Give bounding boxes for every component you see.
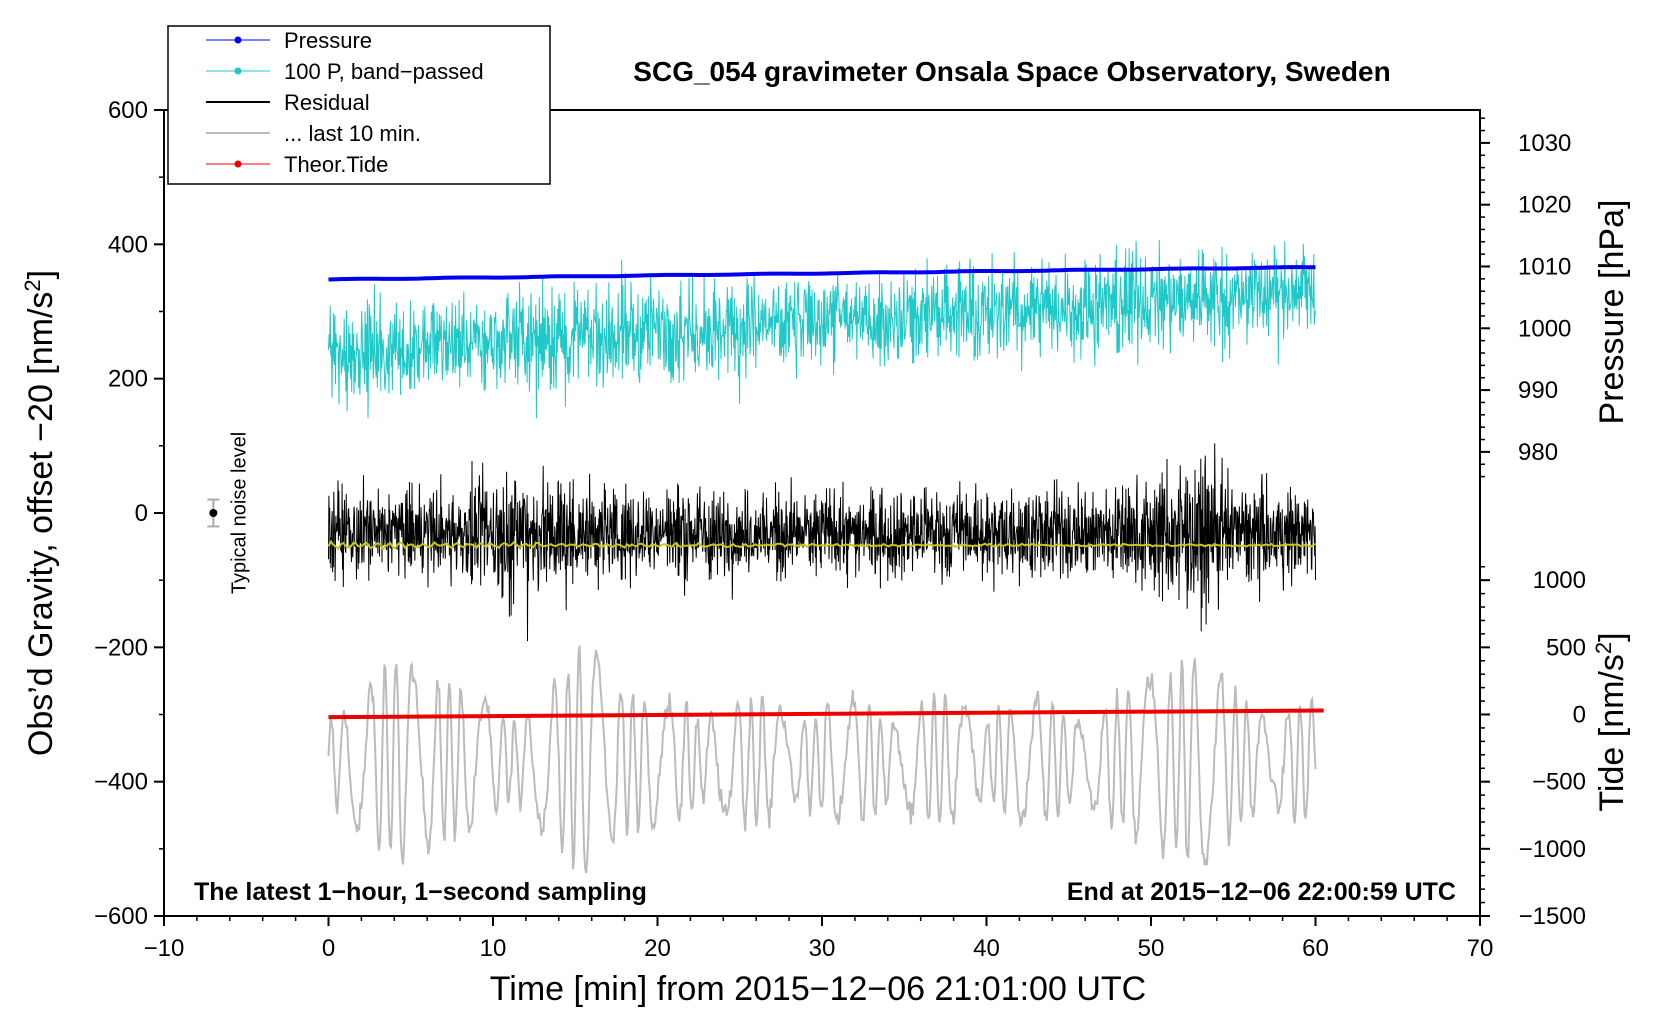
tide-tick-label: 0	[1573, 702, 1586, 729]
series-theor-tide	[328, 708, 1324, 720]
x-tick-label: 70	[1467, 935, 1494, 962]
y-tick-label: 200	[108, 366, 148, 393]
legend-marker-pressure	[234, 36, 242, 44]
legend-item-tide: Theor.Tide	[206, 152, 388, 177]
noise-label: Typical noise level	[228, 432, 250, 594]
series-layer	[327, 239, 1324, 874]
legend-marker-tide	[234, 160, 242, 168]
x-tick-label: 50	[1138, 935, 1165, 962]
series-pressure	[328, 265, 1316, 282]
y-axis-label-left: Obs’d Gravity, offset −20 [nm/s2]	[20, 270, 60, 756]
tide-tick-label: −1500	[1519, 903, 1586, 930]
y-axis-label-pressure: Pressure [hPa]	[1593, 200, 1631, 425]
series-residual-smoothed	[327, 539, 1316, 551]
x-tick-label: 30	[809, 935, 836, 962]
x-tick-label: −10	[144, 935, 185, 962]
noise-indicator: Typical noise level	[207, 432, 250, 594]
series-residual	[328, 443, 1316, 642]
y-tick-label: 400	[108, 231, 148, 258]
x-tick-label: 20	[644, 935, 671, 962]
x-tick-label: 60	[1302, 935, 1329, 962]
chart-title: SCG_054 gravimeter Onsala Space Observat…	[633, 56, 1390, 87]
y-axis-label-tide: Tide [nm/s2]	[1591, 632, 1631, 811]
x-tick-label: 0	[322, 935, 335, 962]
y-tick-label: 0	[135, 500, 148, 527]
legend-marker-bandpassed	[234, 67, 242, 75]
x-tick-label: 10	[480, 935, 507, 962]
series-last-10-min	[327, 645, 1317, 874]
legend-box	[167, 25, 551, 185]
tide-tick-label: 500	[1546, 634, 1586, 661]
legend-label-pressure: Pressure	[284, 28, 372, 53]
legend-item-pressure: Pressure	[206, 28, 372, 53]
annotation-right: End at 2015−12−06 22:00:59 UTC	[1067, 878, 1456, 906]
pressure-tick-label: 1000	[1518, 315, 1571, 342]
legend-label-tide: Theor.Tide	[284, 152, 388, 177]
x-axis-label: Time [min] from 2015−12−06 21:01:00 UTC	[490, 970, 1146, 1008]
tide-tick-label: −1000	[1519, 836, 1586, 863]
x-tick-label: 40	[973, 935, 1000, 962]
annotation-left: The latest 1−hour, 1−second sampling	[194, 878, 647, 906]
y-tick-label: 600	[108, 97, 148, 124]
axis-ticks: −10 0 10 20 30 40 50 60 706004002000−200−400−600…	[94, 97, 1586, 962]
y-tick-label: −400	[94, 769, 148, 796]
tide-tick-label: −500	[1532, 769, 1586, 796]
pressure-tick-label: 1010	[1518, 253, 1571, 280]
legend: Pressure 100 P, band−passed Residual ...…	[167, 25, 551, 185]
pressure-tick-label: 1020	[1518, 192, 1571, 219]
legend-item-residual: Residual	[206, 90, 370, 115]
series-band-passed	[328, 239, 1316, 419]
legend-label-bandpassed: 100 P, band−passed	[284, 59, 484, 84]
tide-tick-label: 1000	[1533, 567, 1586, 594]
pressure-tick-label: 980	[1518, 439, 1558, 466]
legend-label-residual: Residual	[284, 90, 370, 115]
y-tick-label: −200	[94, 634, 148, 661]
legend-item-last10: ... last 10 min.	[206, 121, 421, 146]
pressure-tick-label: 990	[1518, 377, 1558, 404]
legend-label-last10: ... last 10 min.	[284, 121, 421, 146]
y-tick-label: −600	[94, 903, 148, 930]
noise-point	[209, 509, 218, 517]
pressure-tick-label: 1030	[1518, 130, 1571, 157]
legend-item-bandpassed: 100 P, band−passed	[206, 59, 484, 84]
